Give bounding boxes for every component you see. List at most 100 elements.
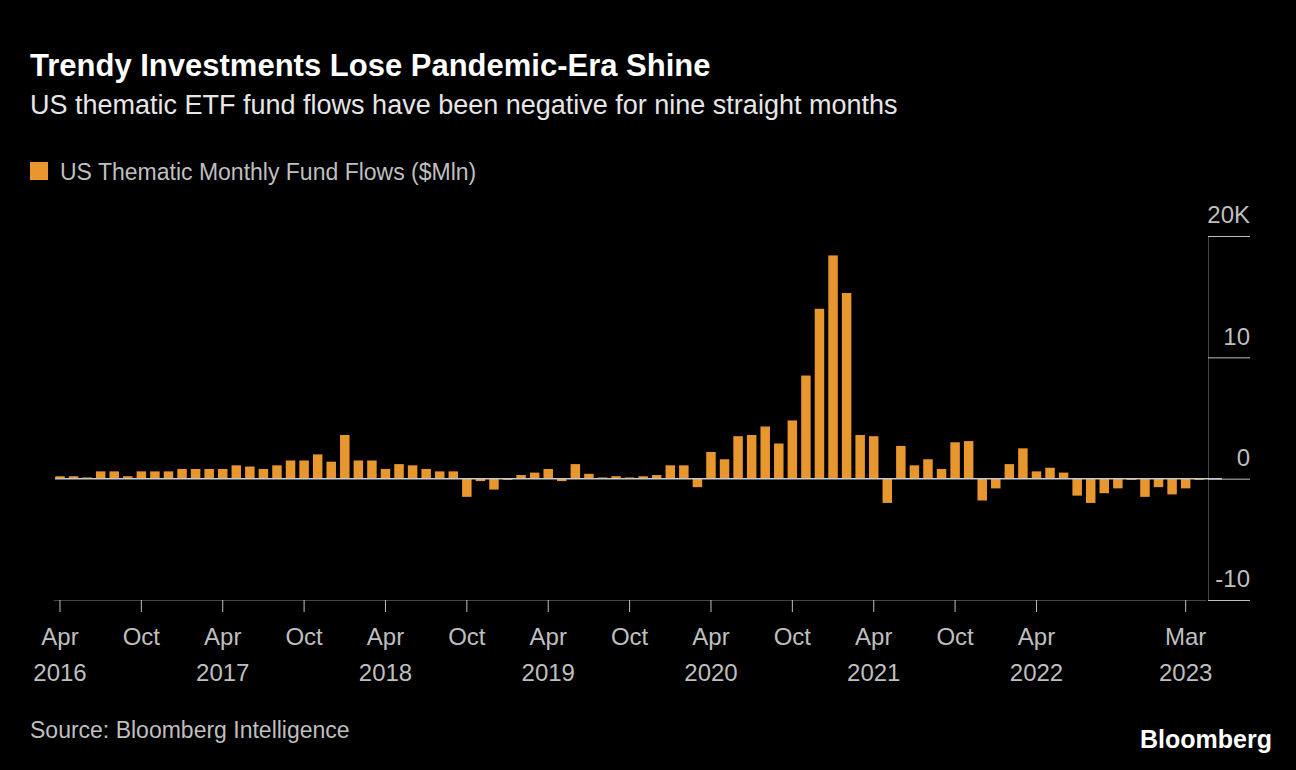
bar [1018,448,1027,478]
tick: -10 [1208,565,1250,600]
bar [828,255,837,478]
tick: Oct [448,600,486,650]
bar [1005,464,1014,479]
bar [204,469,213,479]
bar [666,465,675,478]
bar [910,465,919,478]
bar [245,467,254,479]
bar [354,460,363,478]
tick-label: 20K [1207,201,1250,228]
tick: Apr2020 [684,600,737,686]
bar [272,465,281,478]
title: Trendy Investments Lose Pandemic-Era Shi… [30,48,711,83]
tick-mark [548,600,549,612]
bar [937,469,946,479]
background [0,0,1296,770]
source: Source: Bloomberg Intelligence [30,717,350,743]
tick-label: Apr2016 [33,623,86,686]
tick-label: Apr2021 [847,623,900,686]
tick-mark [1185,600,1186,612]
bar [408,465,417,478]
bar [720,459,729,478]
bar [679,465,688,478]
tick-mark [1208,236,1250,237]
tick-label: 0 [1237,444,1250,471]
bar [1113,479,1122,489]
bar [299,460,308,478]
bar [1181,479,1190,489]
bar [313,454,322,478]
tick: Apr2022 [1010,600,1063,686]
bar [367,460,376,478]
bar [340,435,349,479]
tick: Mar2023 [1159,600,1212,686]
bar [1100,479,1109,494]
bar [96,471,105,478]
legend: US Thematic Monthly Fund Flows ($Mln) [30,159,476,185]
tick-mark [59,600,60,612]
bar [693,479,702,487]
y-axis: -10 0 10 20K [1207,201,1250,600]
bar [991,479,1000,489]
chart: Trendy Investments Lose Pandemic-Era Shi… [0,0,1296,770]
axis-line [1208,237,1209,601]
tick-mark [466,600,467,612]
bar [788,420,797,478]
bar [543,469,552,479]
bar [435,471,444,478]
tick-mark [385,600,386,612]
bar [747,435,756,479]
tick-label: Oct [936,623,974,650]
tick-label: Oct [285,623,323,650]
bar [1072,479,1081,496]
bar [177,469,186,479]
bar [842,293,851,479]
bar [733,436,742,478]
bar [137,471,146,478]
tick-label: Oct [123,623,161,650]
bar [1032,471,1041,478]
bar [815,309,824,479]
tick-mark [792,600,793,612]
tick-mark [873,600,874,612]
bar [1154,479,1163,487]
tick-label: Mar2023 [1159,623,1212,686]
bar [421,469,430,479]
tick-mark [629,600,630,612]
tick-mark [1036,600,1037,612]
tick: Apr2017 [196,600,249,686]
bar [164,471,173,478]
tick: 10 [1208,323,1250,358]
subtitle: US thematic ETF fund flows have been neg… [30,90,897,120]
bar [462,479,471,497]
bar [883,479,892,503]
tick-label: Apr2022 [1010,623,1063,686]
bar [218,469,227,479]
tick: Oct [285,600,323,650]
bar [896,446,905,479]
tick-label: 10 [1223,323,1250,350]
bar [571,464,580,479]
bar [1086,479,1095,503]
tick: Apr2016 [33,600,86,686]
tick-mark [222,600,223,612]
bar [394,464,403,479]
legend-swatch [30,162,48,180]
bar [191,469,200,479]
tick: 20K [1207,201,1250,236]
axis-line [54,600,1207,601]
bar [760,426,769,478]
bars [55,255,1204,503]
tick-mark [710,600,711,612]
bar [1059,473,1068,479]
bar [774,443,783,478]
tick-label: Apr2017 [196,623,249,686]
bar [855,435,864,479]
tick-mark [141,600,142,612]
bar [530,473,539,479]
tick-mark [955,600,956,612]
tick: 0 [1208,444,1250,479]
bar [1167,479,1176,495]
tick: Apr2021 [847,600,900,686]
bar [923,459,932,478]
